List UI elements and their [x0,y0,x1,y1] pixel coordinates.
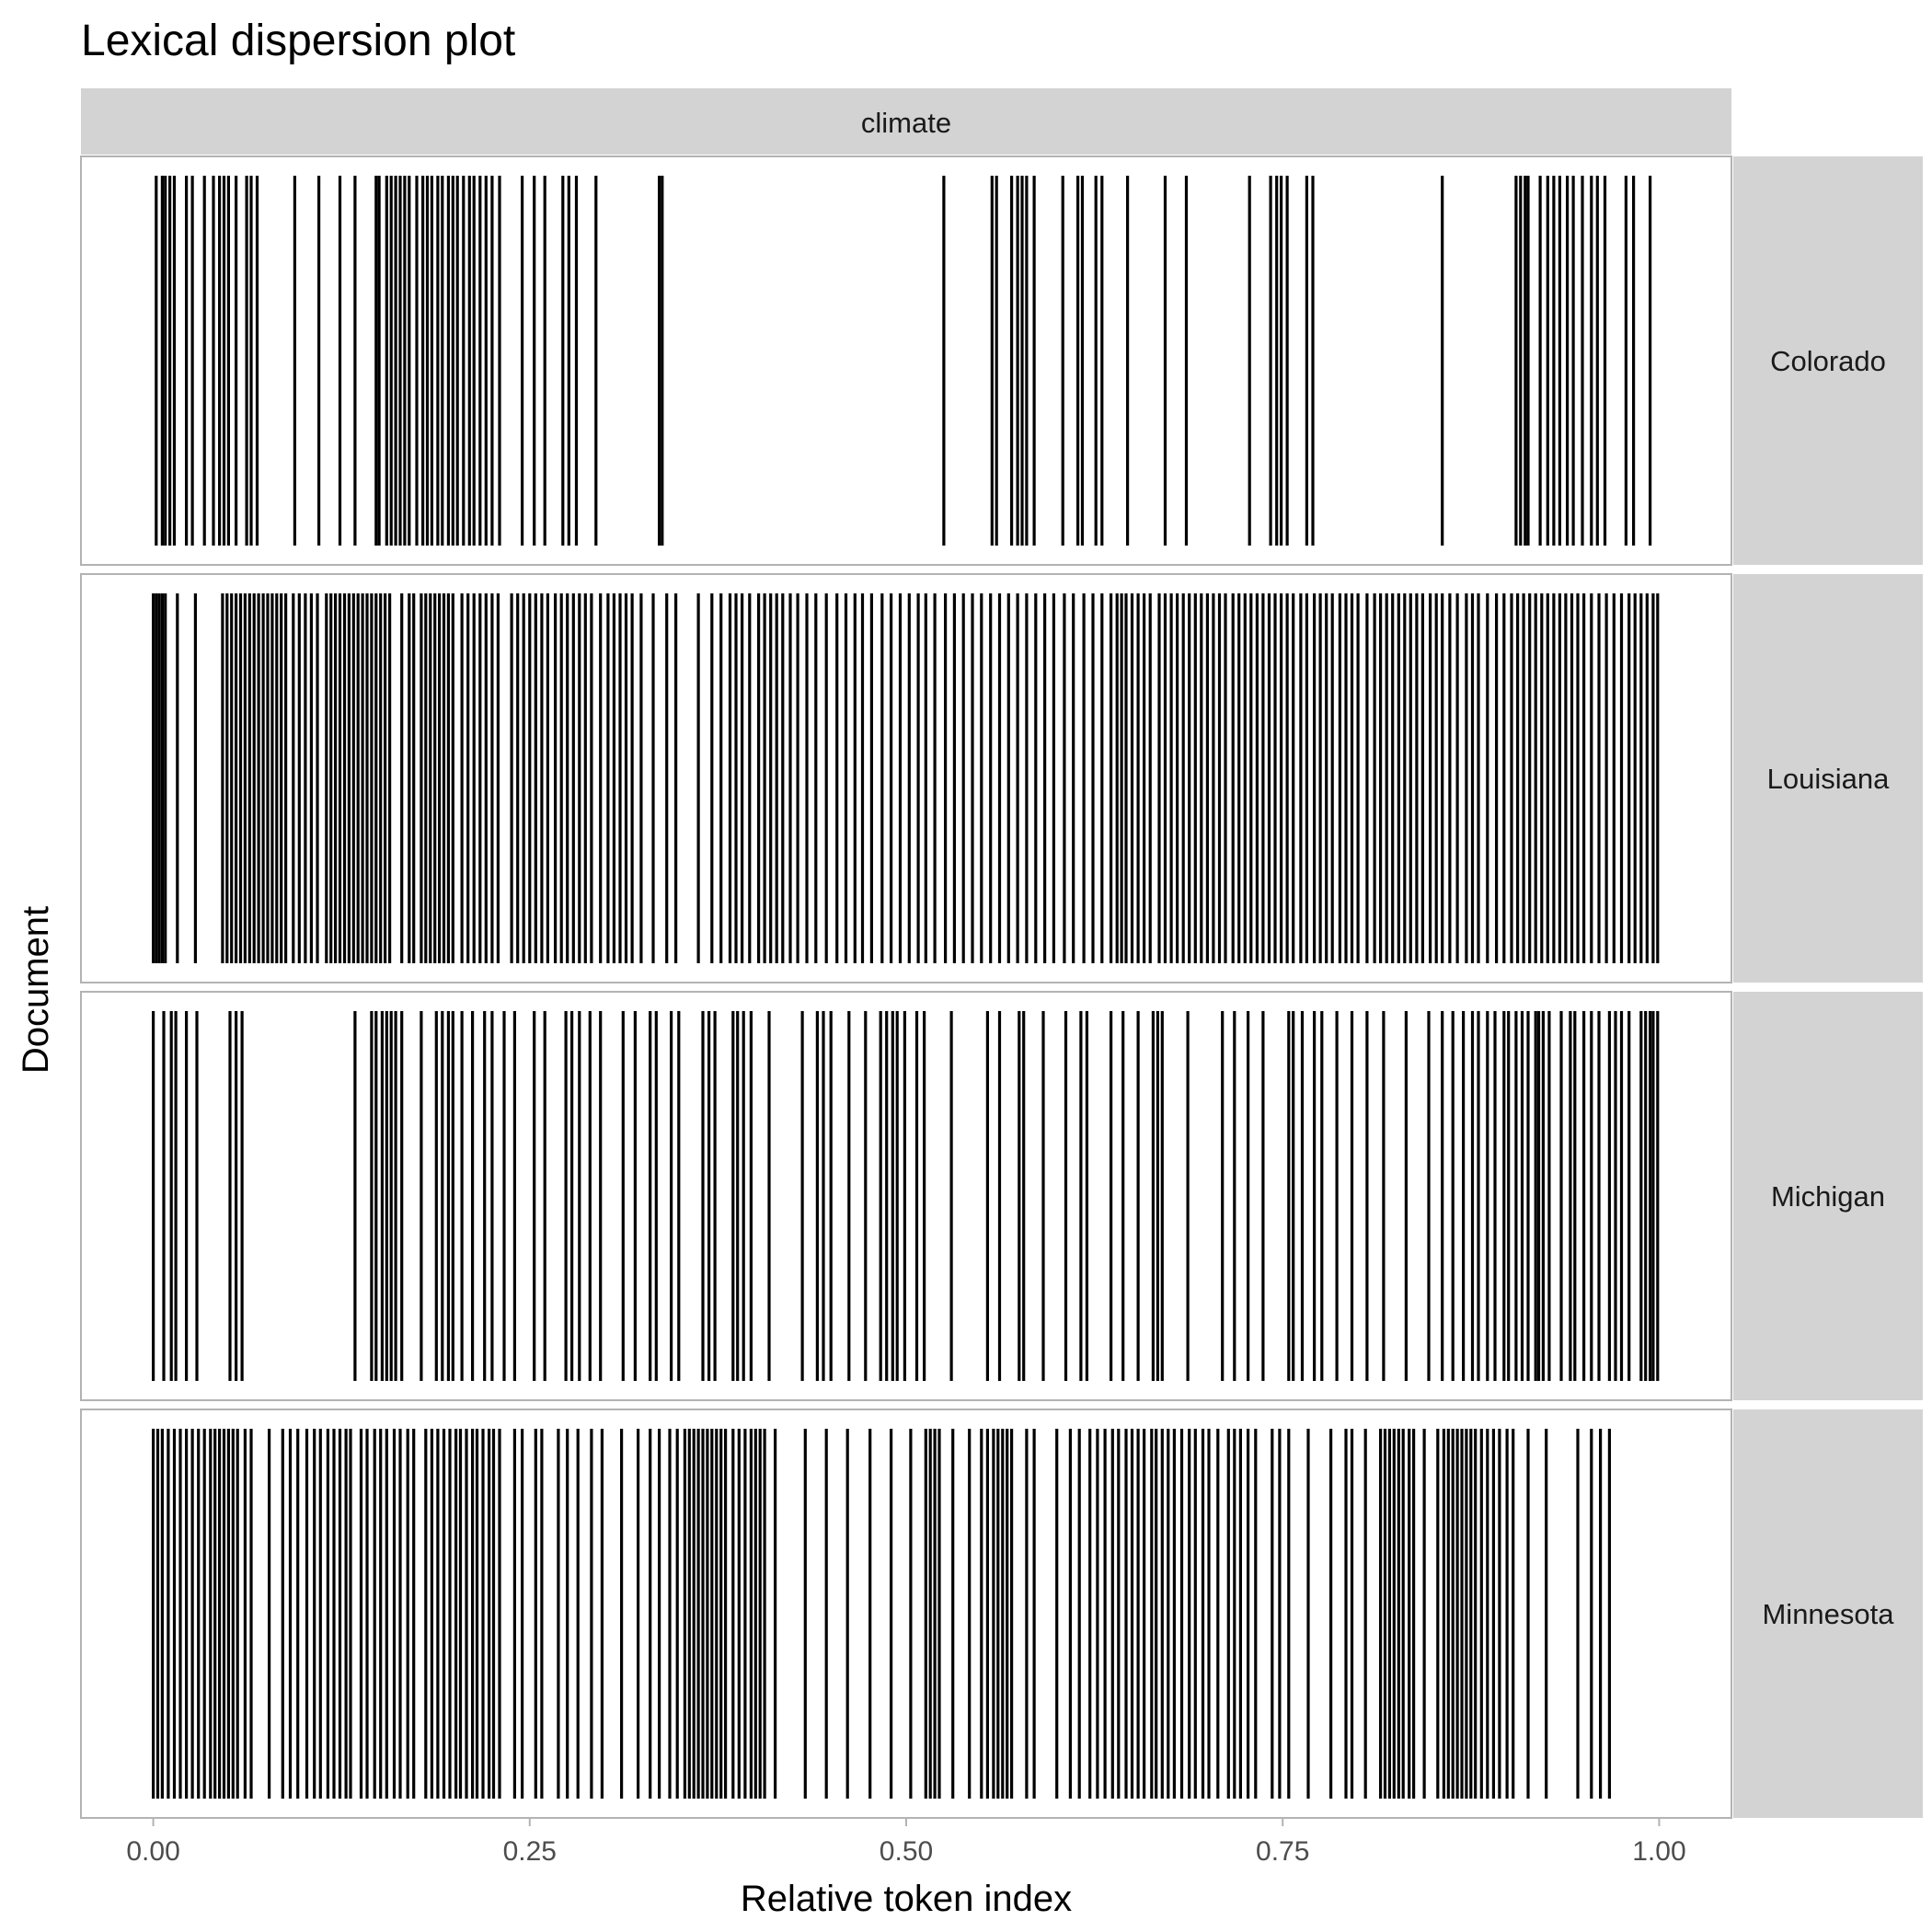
panel-background [81,156,1731,565]
x-axis-title: Relative token index [741,1879,1072,1919]
panel-michigan: Michigan [80,991,1923,1401]
panel-background [81,574,1731,983]
x-axis: 0.00 0.25 0.50 0.75 1.00 [126,1818,1686,1867]
panel-border [80,573,1732,983]
x-tick-label: 1.00 [1632,1836,1685,1867]
x-tick-label: 0.75 [1256,1836,1309,1867]
facet-strip-top [81,88,1731,155]
document-label: Michigan [1771,1180,1885,1213]
facet-strip-label: climate [861,107,951,139]
panel-louisiana: Louisiana [80,573,1923,983]
x-tick-label: 0.50 [880,1836,933,1867]
facet-strip-right [1733,574,1923,983]
document-label: Minnesota [1762,1598,1894,1630]
facet-strip-right [1733,156,1923,565]
y-axis-title: Document [16,906,56,1074]
document-label: Louisiana [1767,763,1890,795]
facet-strip-right [1733,1409,1923,1818]
facet-strip-right [1733,992,1923,1400]
panel-border [80,991,1732,1401]
x-tick-label: 0.25 [503,1836,557,1867]
document-label: Colorado [1770,345,1886,377]
chart-title: Lexical dispersion plot [81,17,515,65]
x-tick-label: 0.00 [126,1836,179,1867]
panel-minnesota: Minnesota [80,1409,1923,1819]
document-panels: Colorado Louisiana Michigan Minnesota [80,155,1923,1819]
panel-colorado: Colorado [80,155,1923,566]
panel-border [80,155,1732,566]
